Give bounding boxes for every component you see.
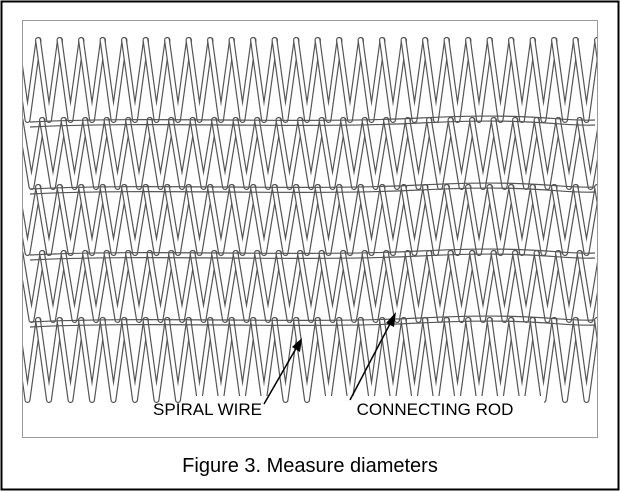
spiral-wire-core [405, 251, 432, 322]
spiral-wire-core [380, 185, 406, 255]
arrow-head [386, 312, 396, 327]
connecting-rod [29, 182, 596, 190]
spiral-wire-core [100, 318, 127, 402]
spiral-wire-core [530, 38, 557, 122]
label-backdrop [195, 396, 273, 422]
spiral-wire-core [57, 38, 84, 122]
spiral-wire-core [513, 118, 539, 189]
connecting-rod [29, 248, 596, 256]
spiral-wire-core [401, 38, 428, 122]
spiral-wire-core [534, 251, 561, 322]
arrow-line [349, 319, 393, 401]
spiral-wire-core [122, 318, 148, 402]
spiral-wire-core [405, 118, 432, 189]
spiral-wire-core [36, 38, 62, 122]
spiral-wire-core [466, 38, 492, 122]
arrow-head [292, 338, 302, 352]
spiral-wire-core [57, 185, 84, 255]
spiral-wire-core [509, 38, 535, 122]
spiral-wire-core [401, 185, 428, 255]
spiral-wire-core [470, 118, 496, 189]
spiral-wire-core [380, 38, 406, 122]
spiral-wire-core [448, 251, 475, 322]
spiral-wire-core [427, 251, 453, 322]
label-backdrop [322, 396, 544, 422]
spiral-wire-core [470, 251, 496, 322]
spiral-wire-core [444, 38, 471, 122]
spiral-wire-core [384, 251, 410, 322]
spiral-wire-label: SPIRAL WIRE [153, 400, 262, 419]
spiral-wire-core [423, 185, 449, 255]
spiral-wire-core [36, 318, 62, 402]
spiral-wire-core [491, 251, 518, 322]
spiral-wire-core [57, 318, 84, 402]
spiral-wire-core [40, 251, 66, 322]
spiral-wire-core [143, 318, 170, 402]
spiral-wire-core [513, 251, 539, 322]
spiral-wire-core [23, 185, 41, 255]
spiral-wire-core [530, 185, 557, 255]
connecting-rod [29, 315, 596, 323]
spiral-wire-core [491, 118, 518, 189]
spiral-wire-core [552, 38, 578, 122]
spiral-wire-core [165, 318, 191, 402]
spiral-wire-core [427, 118, 453, 189]
connecting-rod [29, 187, 596, 195]
connecting-rod [29, 253, 596, 261]
spiral-wire-core [23, 318, 41, 402]
spiral-wire-core [487, 185, 514, 255]
spiral-wire-core [466, 185, 492, 255]
spiral-wire-core [384, 118, 410, 189]
spiral-wire-core [534, 118, 561, 189]
spiral-wire-core [23, 38, 41, 122]
spiral-wire-core [487, 38, 514, 122]
spiral-wire-core [552, 185, 578, 255]
spiral-wire-core [509, 185, 535, 255]
connecting-rod [29, 320, 596, 328]
spiral-wire-core [423, 38, 449, 122]
spiral-wire-core [552, 318, 578, 402]
caption: Figure 3. Measure diameters [182, 455, 438, 477]
arrow-line [263, 344, 299, 405]
spiral-wire-core [448, 118, 475, 189]
wire-mesh [23, 37, 597, 403]
connecting-rod [29, 115, 596, 123]
connecting-rod-label: CONNECTING ROD [357, 400, 514, 419]
spiral-wire-core [444, 185, 471, 255]
spiral-wire-core [573, 318, 597, 402]
connecting-rod [29, 120, 596, 128]
spiral-wire-core [79, 318, 105, 402]
spiral-wire-core [36, 185, 62, 255]
spiral-wire-core [40, 118, 66, 189]
spiral-wire-core [23, 251, 45, 322]
spiral-wire-core [23, 118, 45, 189]
